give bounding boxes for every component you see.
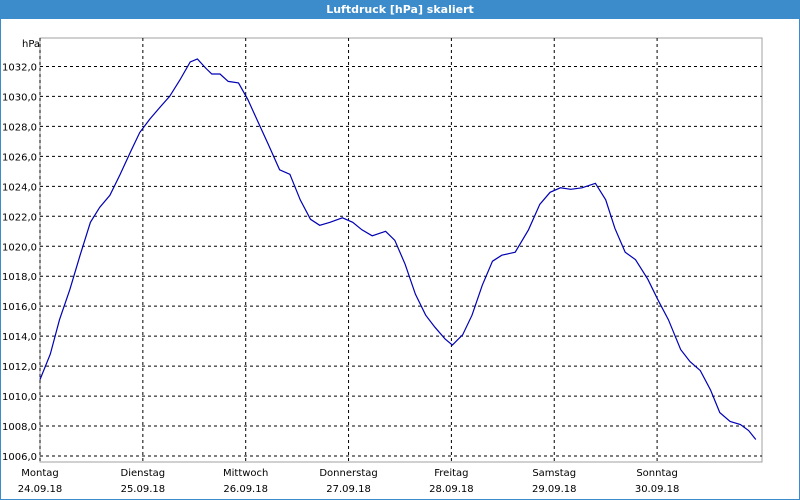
x-tick-label: Sonntag bbox=[636, 468, 678, 479]
y-tick-label: 1030,0 bbox=[2, 92, 37, 103]
y-tick-label: 1028,0 bbox=[2, 122, 37, 133]
y-tick-label: 1014,0 bbox=[2, 332, 37, 343]
y-tick-label: 1020,0 bbox=[2, 242, 37, 253]
x-tick-label: Dienstag bbox=[121, 468, 166, 479]
y-tick-label: 1022,0 bbox=[2, 212, 37, 223]
y-tick-label: 1010,0 bbox=[2, 392, 37, 403]
x-tick-label: Freitag bbox=[434, 468, 468, 479]
y-tick-label: 1012,0 bbox=[2, 362, 37, 373]
x-tick-date: 24.09.18 bbox=[18, 484, 63, 495]
y-tick-label: 1008,0 bbox=[2, 422, 37, 433]
x-tick-date: 30.09.18 bbox=[635, 484, 680, 495]
x-tick-label: Samstag bbox=[532, 468, 576, 479]
y-axis-label: hPa bbox=[22, 39, 40, 50]
plot-frame bbox=[39, 37, 763, 463]
y-tick-label: 1032,0 bbox=[2, 62, 37, 73]
window-title: Luftdruck [hPa] skaliert bbox=[1, 1, 799, 19]
x-tick-date: 29.09.18 bbox=[532, 484, 577, 495]
x-tick-label: Donnerstag bbox=[319, 468, 377, 479]
x-tick-date: 28.09.18 bbox=[429, 484, 474, 495]
y-tick-label: 1024,0 bbox=[2, 182, 37, 193]
x-tick-label: Montag bbox=[21, 468, 58, 479]
pressure-line bbox=[39, 58, 757, 440]
x-tick-label: Mittwoch bbox=[223, 468, 268, 479]
y-tick-label: 1018,0 bbox=[2, 272, 37, 283]
y-tick-label: 1006,0 bbox=[2, 452, 37, 463]
x-tick-date: 25.09.18 bbox=[121, 484, 166, 495]
y-tick-label: 1016,0 bbox=[2, 302, 37, 313]
x-tick-date: 27.09.18 bbox=[326, 484, 371, 495]
x-tick-date: 26.09.18 bbox=[223, 484, 268, 495]
y-tick-label: 1026,0 bbox=[2, 152, 37, 163]
